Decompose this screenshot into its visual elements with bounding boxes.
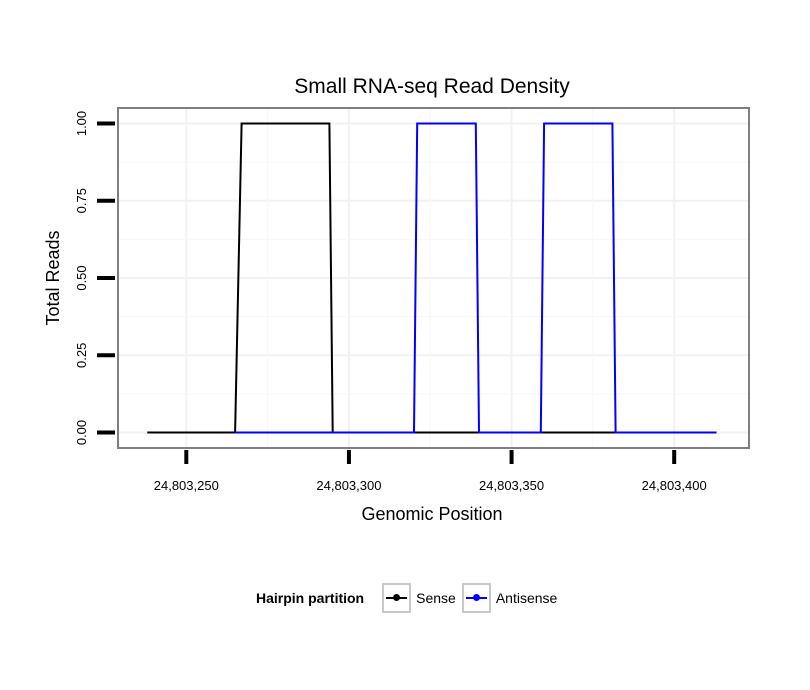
series-line-antisense	[235, 122, 717, 434]
y-tick-label: 0.00	[74, 420, 89, 445]
series-layer	[147, 122, 717, 434]
chart-title: Small RNA-seq Read Density	[294, 75, 570, 98]
legend-label-antisense: Antisense	[495, 590, 558, 606]
x-tick-label: 24,803,250	[154, 478, 219, 493]
grid	[118, 108, 749, 448]
legend-key-antisense	[461, 583, 491, 613]
ticks-layer: 24,803,250 24,803,300 24,803,350 24,803,400…	[74, 111, 707, 493]
plot-panel	[117, 107, 750, 449]
legend-item-sense: Sense	[382, 583, 456, 613]
legend-key-sense	[382, 583, 412, 613]
y-tick-label: 0.25	[74, 343, 89, 368]
legend: Hairpin partition Sense Antisense	[256, 579, 563, 617]
x-tick-label: 24,803,350	[479, 478, 544, 493]
y-tick-label: 0.75	[74, 188, 89, 213]
y-tick-label: 1.00	[74, 111, 89, 136]
x-tick-label: 24,803,400	[642, 478, 707, 493]
legend-title: Hairpin partition	[256, 590, 365, 606]
legend-item-antisense: Antisense	[461, 583, 558, 613]
legend-label-sense: Sense	[416, 590, 456, 606]
y-axis-label: Total Reads	[43, 230, 63, 325]
x-tick-label: 24,803,300	[316, 478, 381, 493]
x-axis-label: Genomic Position	[361, 504, 502, 524]
y-tick-label: 0.50	[74, 265, 89, 290]
